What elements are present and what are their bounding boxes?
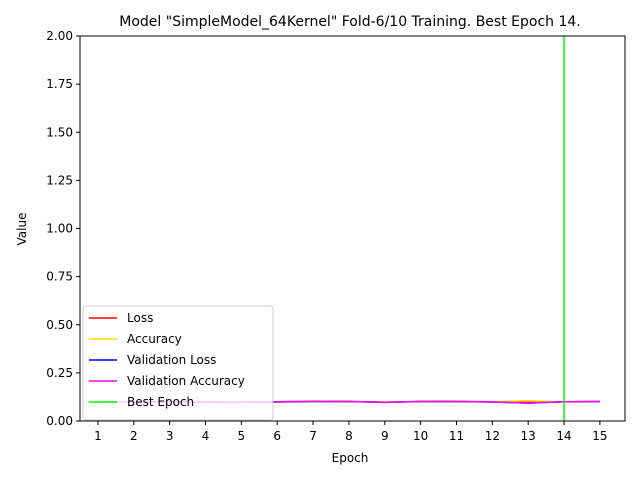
legend-box	[82, 305, 274, 421]
x-tick-label: 5	[238, 429, 246, 443]
x-tick-label: 6	[273, 429, 281, 443]
y-tick-label: 2.00	[46, 29, 73, 43]
y-tick-label: 1.00	[46, 222, 73, 236]
y-tick-label: 0.50	[46, 318, 73, 332]
legend-label: Validation Accuracy	[127, 374, 245, 388]
y-tick-label: 1.75	[46, 77, 73, 91]
x-tick-label: 2	[130, 429, 138, 443]
y-tick-label: 0.75	[46, 270, 73, 284]
y-axis-label: Value	[15, 213, 29, 246]
y-axis: 0.00 0.25 0.50 0.75 1.00 1.25 1.50 1.75 2.00	[46, 29, 80, 428]
chart-title: Model "SimpleModel_64Kernel" Fold-6/10 T…	[119, 14, 580, 30]
x-tick-label: 9	[381, 429, 389, 443]
x-axis: 1 2 3 4 5 6 7 8 9 10 11 12 13 14 15	[94, 421, 608, 443]
x-tick-label: 4	[202, 429, 210, 443]
x-tick-label: 11	[449, 429, 464, 443]
y-tick-label: 0.25	[46, 366, 73, 380]
x-tick-label: 7	[309, 429, 317, 443]
y-tick-label: 1.50	[46, 125, 73, 139]
legend-label: Validation Loss	[127, 353, 216, 367]
x-tick-label: 3	[166, 429, 174, 443]
x-tick-label: 13	[521, 429, 536, 443]
y-tick-label: 1.25	[46, 173, 73, 187]
x-axis-label: Epoch	[332, 451, 369, 465]
x-tick-label: 14	[556, 429, 571, 443]
legend-label: Best Epoch	[127, 395, 194, 409]
legend: Loss Accuracy Validation Loss Validation Ac…	[82, 305, 274, 421]
legend-label: Loss	[127, 311, 153, 325]
y-tick-label: 0.00	[46, 414, 73, 428]
x-tick-label: 10	[413, 429, 428, 443]
legend-label: Accuracy	[127, 332, 182, 346]
x-tick-label: 15	[592, 429, 607, 443]
x-tick-label: 12	[485, 429, 500, 443]
x-tick-label: 8	[345, 429, 353, 443]
x-tick-label: 1	[94, 429, 102, 443]
